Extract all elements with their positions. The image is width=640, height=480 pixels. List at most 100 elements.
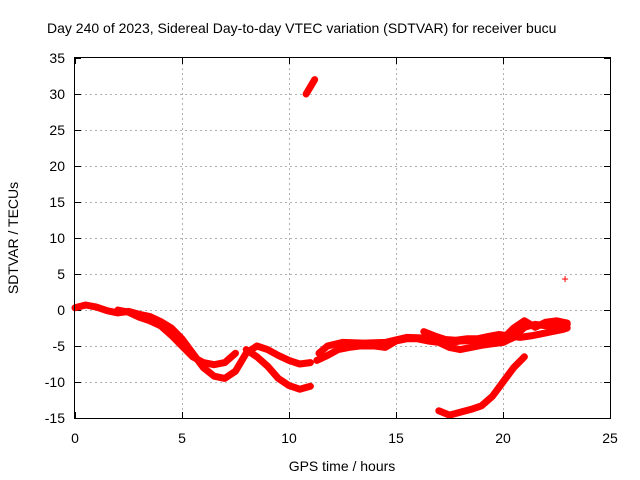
data-point-outlier xyxy=(562,276,569,283)
x-tick-label: 25 xyxy=(602,430,618,446)
plot-frame xyxy=(74,57,611,419)
data-point xyxy=(221,359,228,366)
x-tick-label: 10 xyxy=(281,430,297,446)
data-point xyxy=(542,319,549,326)
data-point xyxy=(243,346,250,353)
data-point xyxy=(527,332,534,339)
data-point xyxy=(510,325,517,331)
x-tick-label: 0 xyxy=(71,430,79,446)
data-point xyxy=(521,317,528,324)
data-point xyxy=(442,336,449,343)
y-tick-label: 25 xyxy=(49,122,65,138)
data-point xyxy=(315,350,322,357)
data-point xyxy=(506,332,513,339)
data-point xyxy=(339,339,346,346)
data-point xyxy=(286,357,292,364)
data-points xyxy=(71,76,571,419)
data-point xyxy=(420,328,427,335)
y-tick-label: 15 xyxy=(49,194,65,210)
data-point xyxy=(253,343,260,349)
y-tick-label: 5 xyxy=(57,266,65,282)
data-point xyxy=(478,402,485,409)
y-tick-label: -15 xyxy=(45,410,65,426)
data-point xyxy=(296,361,303,367)
data-point xyxy=(93,304,100,311)
data-point xyxy=(286,382,292,389)
data-point xyxy=(211,361,218,368)
data-point xyxy=(463,335,470,342)
data-point xyxy=(232,368,239,375)
chart-title: Day 240 of 2023, Sidereal Day-to-day VTE… xyxy=(47,20,556,36)
y-tick-label: 20 xyxy=(49,158,65,174)
data-point xyxy=(146,317,153,324)
data-point xyxy=(136,314,143,321)
data-point xyxy=(457,409,464,416)
data-point xyxy=(253,353,260,360)
data-point xyxy=(313,357,320,364)
data-point xyxy=(307,383,314,390)
data-point xyxy=(296,386,303,393)
data-point xyxy=(500,379,506,385)
data-point xyxy=(264,346,271,353)
data-point xyxy=(189,353,196,360)
y-tick-label: 35 xyxy=(49,50,65,66)
data-point xyxy=(564,325,571,331)
data-point xyxy=(474,335,481,342)
data-point xyxy=(275,352,282,359)
data-point xyxy=(452,337,459,344)
data-point xyxy=(264,363,271,370)
data-point xyxy=(510,364,517,371)
data-point xyxy=(324,352,331,359)
data-point xyxy=(538,330,545,337)
y-axis-label: SDTVAR / TECUs xyxy=(5,182,21,294)
data-point xyxy=(125,309,132,316)
y-tick-label: 30 xyxy=(49,86,65,102)
data-point xyxy=(275,375,282,382)
data-point xyxy=(179,335,185,342)
data-point xyxy=(324,343,331,349)
data-point xyxy=(485,333,492,340)
data-point xyxy=(532,324,539,331)
data-point xyxy=(82,301,89,308)
y-tick-label: -5 xyxy=(53,338,66,354)
data-point xyxy=(467,344,474,351)
data-point xyxy=(307,359,314,366)
data-point xyxy=(403,334,410,341)
data-point xyxy=(168,332,175,339)
data-point xyxy=(179,343,185,349)
grid xyxy=(75,58,610,418)
data-point xyxy=(467,406,474,413)
data-point xyxy=(549,328,556,335)
data-point xyxy=(114,307,121,313)
data-point xyxy=(303,91,310,97)
y-tick-label: -10 xyxy=(45,374,65,390)
data-point xyxy=(521,324,528,331)
x-tick-label: 5 xyxy=(178,430,186,446)
data-point xyxy=(211,373,218,380)
x-tick-label: 20 xyxy=(495,430,511,446)
data-point xyxy=(307,83,314,90)
data-point xyxy=(335,346,342,353)
data-point xyxy=(495,331,502,338)
data-point xyxy=(200,359,207,366)
x-tick-label: 15 xyxy=(388,430,404,446)
data-point xyxy=(521,353,528,360)
data-point xyxy=(311,76,318,83)
data-point xyxy=(221,375,228,382)
y-tick-label: 10 xyxy=(49,230,65,246)
data-point xyxy=(360,340,367,347)
data-point xyxy=(435,407,442,414)
data-point xyxy=(489,393,496,400)
data-point xyxy=(232,350,239,357)
data-point xyxy=(446,412,453,419)
data-point xyxy=(104,307,111,314)
data-point xyxy=(553,317,560,324)
data-point xyxy=(431,332,438,339)
data-point xyxy=(559,326,566,333)
data-point xyxy=(168,325,175,331)
data-point xyxy=(457,346,464,353)
data-point xyxy=(382,339,389,346)
data-point xyxy=(157,322,164,329)
